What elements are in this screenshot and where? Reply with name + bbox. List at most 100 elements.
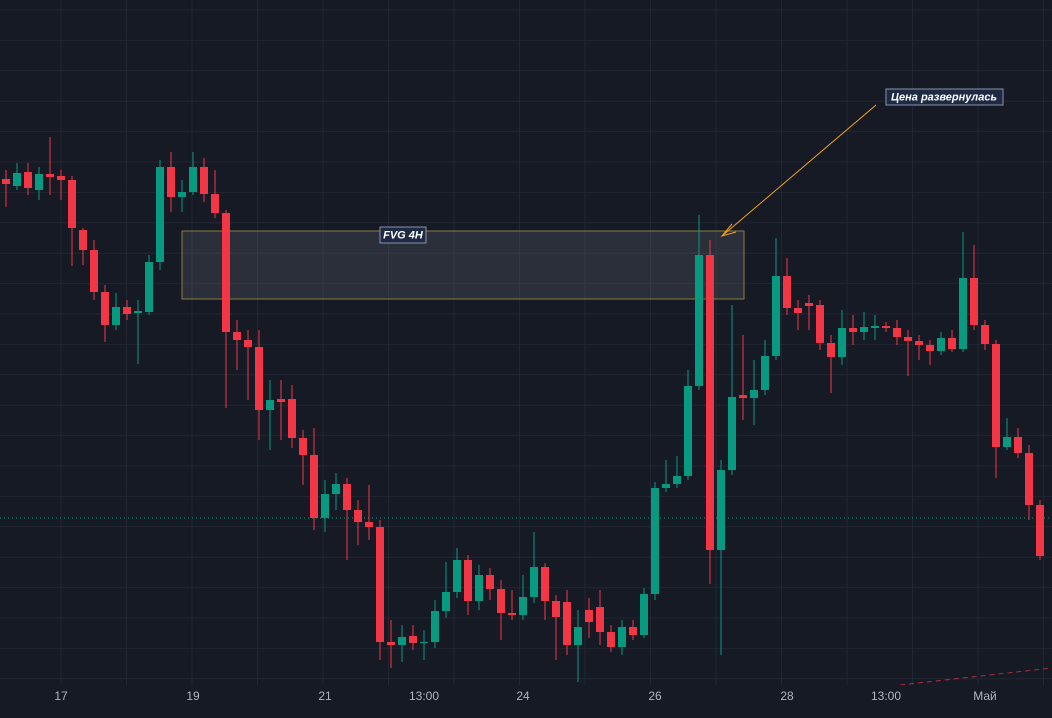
candle-body	[948, 338, 956, 349]
candle-body	[167, 167, 175, 197]
candle-body	[640, 594, 648, 635]
candle-body	[717, 470, 725, 550]
candle-body	[200, 167, 208, 194]
candle-body	[24, 172, 32, 188]
candle-body	[266, 400, 274, 410]
annotation-box	[885, 88, 1004, 106]
arrow-head	[720, 223, 737, 237]
candle-body	[354, 510, 362, 522]
candle-body	[57, 176, 65, 180]
candle-body	[332, 484, 340, 494]
candle-body	[684, 386, 692, 476]
x-tick-label: 28	[780, 689, 794, 703]
candle-body	[486, 575, 494, 589]
candle-body	[178, 192, 186, 197]
candle-body	[596, 607, 604, 632]
candle-body	[13, 173, 21, 186]
candle-body	[926, 345, 934, 351]
candle-body	[860, 327, 868, 332]
candle-body	[442, 592, 450, 611]
candle-body	[750, 390, 758, 398]
candles	[0, 137, 1052, 682]
fvg-zone: FVG 4H	[181, 226, 745, 300]
candle-body	[904, 337, 912, 341]
x-tick-label: 21	[318, 689, 332, 703]
candle-body	[497, 589, 505, 613]
candle-body	[1025, 453, 1033, 505]
candle-body	[79, 230, 87, 250]
candle-body	[288, 399, 296, 438]
candle-body	[651, 488, 659, 594]
candle-body	[673, 476, 681, 484]
candle-body	[552, 601, 560, 617]
candle-body	[816, 305, 824, 343]
candle-body	[398, 637, 406, 645]
candle-body	[211, 194, 219, 213]
candle-body	[1036, 505, 1044, 556]
candle-body	[838, 328, 846, 357]
candle-body	[871, 326, 879, 328]
candle-body	[662, 484, 670, 488]
candle-body	[321, 494, 329, 518]
candle-body	[189, 167, 197, 192]
x-axis	[0, 685, 1052, 718]
candle-body	[695, 255, 703, 386]
candle-body	[629, 627, 637, 635]
candle-body	[970, 278, 978, 325]
candle-body	[409, 636, 417, 643]
annotation-text: Цена развернулась	[891, 91, 997, 103]
candle-body	[365, 522, 373, 527]
candle-body	[145, 262, 153, 312]
x-tick-label: 26	[648, 689, 662, 703]
fvg-label: FVG 4H	[383, 229, 424, 241]
candle-body	[310, 455, 318, 518]
x-tick-label: 13:00	[871, 689, 901, 703]
candle-body	[893, 328, 901, 337]
candle-body	[453, 560, 461, 592]
candle-body	[156, 167, 164, 262]
candle-body	[68, 180, 76, 228]
candle-body	[772, 276, 780, 356]
candle-body	[541, 567, 549, 601]
candle-body	[849, 328, 857, 332]
candle-body	[618, 627, 626, 647]
candle-body	[959, 278, 967, 349]
candle-body	[420, 642, 428, 643]
candle-body	[233, 332, 241, 340]
candle-body	[981, 325, 989, 344]
candle-body	[937, 338, 945, 351]
fvg-rect	[181, 230, 745, 300]
candle-body	[222, 213, 230, 332]
candle-body	[255, 347, 263, 410]
candle-body	[134, 311, 142, 313]
candle-body	[431, 611, 439, 642]
x-tick-label: 13:00	[409, 689, 439, 703]
candle-body	[101, 292, 109, 325]
candle-body	[2, 179, 10, 184]
candle-body	[607, 632, 615, 647]
candle-body	[1014, 437, 1022, 453]
candle-body	[574, 627, 582, 645]
candle-body	[376, 527, 384, 642]
x-tick-label: Май	[973, 689, 997, 703]
dashed-line	[899, 667, 1052, 686]
candle-body	[794, 308, 802, 313]
x-tick-label: 24	[516, 689, 530, 703]
x-axis-labels: 17 19 21 13:00 24 26 28 13:00 Май	[54, 689, 996, 703]
candle-body	[277, 399, 285, 402]
x-tick-label: 17	[54, 689, 68, 703]
candle-body	[530, 567, 538, 597]
candle-body	[508, 613, 516, 615]
candle-body	[46, 174, 54, 177]
candle-body	[827, 343, 835, 357]
candle-body	[585, 610, 593, 622]
candle-body	[475, 575, 483, 601]
candle-body	[112, 307, 120, 325]
grid	[0, 0, 1052, 685]
candle-body	[739, 395, 747, 398]
candle-body	[783, 276, 791, 308]
candle-body	[244, 340, 252, 347]
candle-body	[915, 341, 923, 345]
candle-body	[90, 250, 98, 292]
